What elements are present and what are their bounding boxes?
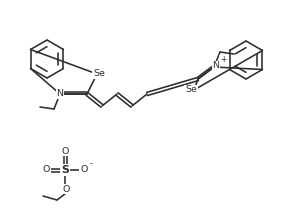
Text: O: O [80, 165, 88, 174]
Text: S: S [61, 165, 69, 175]
Text: O: O [62, 184, 70, 194]
Text: Se: Se [185, 85, 197, 95]
Text: Se: Se [93, 69, 105, 79]
Text: O: O [42, 165, 50, 174]
Text: -: - [90, 159, 92, 168]
Text: N: N [56, 89, 63, 99]
Text: O: O [61, 147, 69, 155]
Text: N: N [213, 61, 220, 71]
Text: +: + [220, 56, 226, 65]
